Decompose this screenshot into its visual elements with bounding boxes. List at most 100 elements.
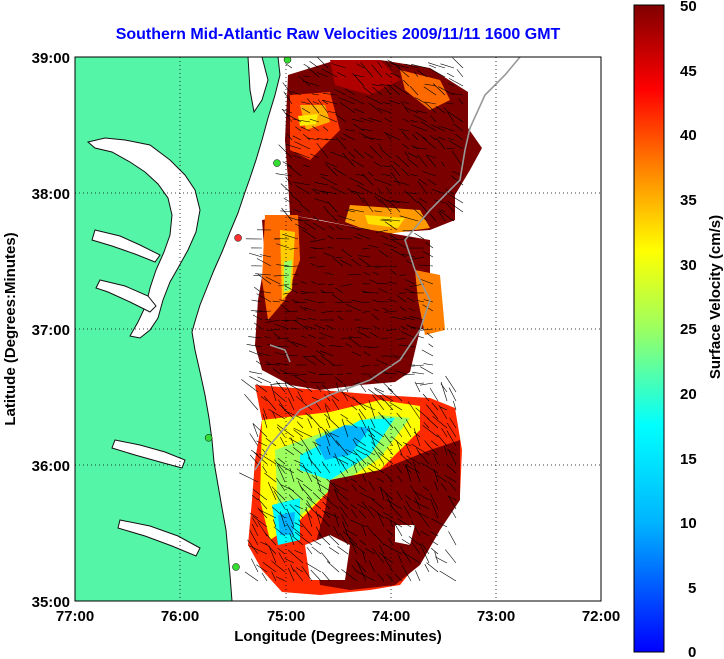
river bbox=[95, 279, 157, 313]
velocity-vector bbox=[317, 301, 326, 303]
velocity-vector bbox=[351, 299, 362, 303]
velocity-vector bbox=[352, 123, 365, 132]
velocity-vector bbox=[257, 376, 272, 384]
y-tick-label: 36:00 bbox=[32, 458, 70, 475]
velocity-vector bbox=[244, 394, 259, 411]
velocity-vector bbox=[289, 467, 295, 483]
velocity-vector bbox=[408, 536, 421, 546]
velocity-vector bbox=[295, 126, 302, 132]
velocity-vector bbox=[390, 505, 403, 519]
velocity-vector bbox=[310, 238, 326, 243]
velocity-vector bbox=[404, 190, 419, 204]
velocity-vector bbox=[403, 79, 410, 87]
velocity-vector bbox=[291, 327, 299, 330]
velocity-vector bbox=[307, 98, 320, 114]
velocity-vector bbox=[274, 459, 286, 474]
velocity-vector bbox=[372, 86, 383, 96]
velocity-vector bbox=[278, 552, 286, 564]
velocity-vector bbox=[280, 210, 293, 213]
velocity-vector bbox=[386, 529, 394, 537]
velocity-vector bbox=[284, 265, 299, 267]
velocity-vector bbox=[318, 373, 335, 375]
velocity-vector bbox=[435, 137, 446, 150]
velocity-vector bbox=[405, 500, 412, 510]
velocity-vector bbox=[405, 464, 412, 483]
velocity-vector bbox=[334, 376, 344, 384]
y-tick-label: 37:00 bbox=[32, 322, 70, 339]
velocity-vector bbox=[286, 133, 293, 141]
velocity-vector bbox=[396, 466, 403, 474]
velocity-vector bbox=[366, 462, 385, 474]
velocity-vector bbox=[353, 148, 365, 159]
velocity-vector bbox=[317, 489, 331, 501]
velocity-vector bbox=[360, 117, 374, 123]
velocity-vector bbox=[289, 532, 295, 546]
velocity-vector bbox=[297, 391, 304, 402]
velocity-vector bbox=[349, 226, 362, 231]
velocity-vector bbox=[417, 511, 430, 528]
station-marker bbox=[273, 159, 281, 167]
velocity-vector bbox=[424, 564, 430, 573]
velocity-vector bbox=[374, 210, 383, 213]
velocity-vector bbox=[386, 446, 394, 456]
river bbox=[91, 229, 161, 263]
velocity-vector bbox=[389, 402, 403, 411]
velocity-vector bbox=[271, 486, 286, 501]
velocity-vector bbox=[412, 371, 425, 375]
velocity-vector bbox=[337, 316, 344, 321]
velocity-vector bbox=[292, 135, 302, 141]
velocity-vector bbox=[448, 82, 455, 87]
velocity-vector bbox=[444, 475, 457, 483]
velocity-vector bbox=[369, 279, 380, 285]
velocity-vector bbox=[368, 560, 376, 573]
velocity-vector bbox=[278, 144, 293, 159]
velocity-vector bbox=[419, 382, 434, 386]
velocity-vector bbox=[332, 257, 344, 267]
velocity-vector bbox=[315, 402, 322, 411]
velocity-vector bbox=[316, 482, 331, 492]
velocity-vector bbox=[384, 199, 401, 204]
velocity-vector bbox=[387, 59, 401, 69]
velocity-vector bbox=[286, 339, 299, 348]
velocity-vector bbox=[304, 222, 317, 231]
velocity-vector bbox=[422, 486, 430, 492]
velocity-vector bbox=[328, 547, 340, 555]
velocity-vector bbox=[360, 427, 367, 438]
velocity-vector bbox=[376, 229, 389, 233]
velocity-vector bbox=[251, 523, 259, 537]
velocity-vector bbox=[371, 441, 385, 456]
velocity-vector bbox=[409, 85, 419, 96]
river bbox=[111, 439, 186, 469]
velocity-vector bbox=[265, 318, 272, 321]
velocity-vector bbox=[314, 324, 326, 330]
velocity-vector bbox=[445, 188, 455, 195]
colorbar-tick-label: 20 bbox=[680, 386, 697, 403]
velocity-vector bbox=[256, 440, 268, 447]
velocity-vector bbox=[290, 437, 295, 447]
velocity-vector bbox=[368, 434, 385, 447]
velocity-vector bbox=[423, 299, 434, 303]
velocity-vector bbox=[321, 384, 331, 393]
velocity-vector bbox=[415, 382, 425, 384]
velocity-vector bbox=[420, 121, 437, 132]
velocity-vector bbox=[451, 93, 464, 96]
velocity-vector bbox=[362, 551, 367, 564]
velocity-vector bbox=[311, 475, 322, 483]
velocity-vector bbox=[261, 572, 268, 582]
velocity-vector bbox=[300, 291, 317, 294]
velocity-vector bbox=[397, 553, 403, 564]
velocity-vector bbox=[272, 300, 281, 303]
velocity-vector bbox=[338, 97, 356, 105]
velocity-vector bbox=[278, 399, 286, 411]
velocity-vector bbox=[296, 477, 304, 483]
velocity-vector bbox=[425, 154, 437, 168]
velocity-vector bbox=[418, 328, 434, 331]
velocity-vector bbox=[295, 317, 308, 321]
velocity-vector bbox=[277, 457, 286, 465]
velocity-vector bbox=[305, 503, 322, 519]
velocity-vector bbox=[293, 429, 304, 438]
velocity-vector bbox=[402, 101, 410, 105]
velocity-vector bbox=[374, 534, 385, 546]
velocity-vector bbox=[312, 125, 320, 132]
velocity-vector bbox=[430, 124, 446, 132]
